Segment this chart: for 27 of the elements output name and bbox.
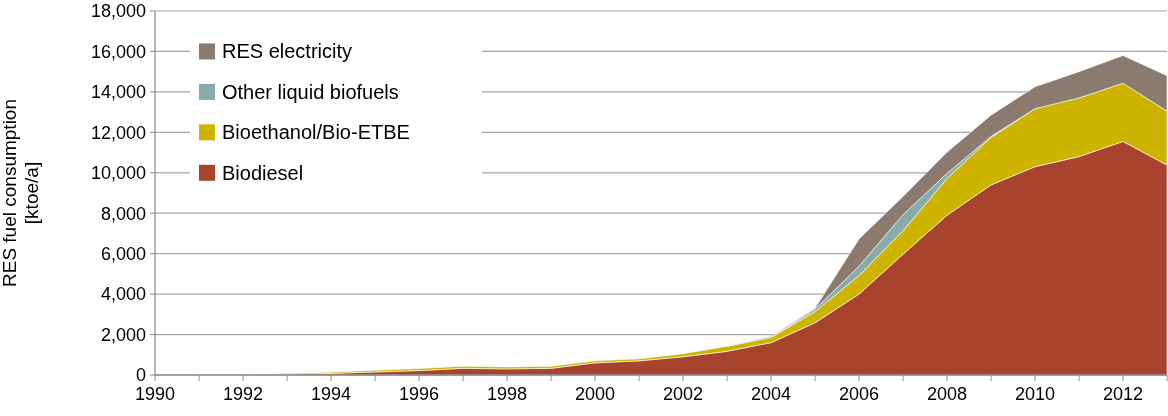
- y-tick-label: 0: [135, 365, 146, 386]
- x-tick-label: 1992: [222, 384, 264, 404]
- y-tick-label: 8,000: [100, 203, 146, 224]
- y-tick-label: 18,000: [90, 1, 146, 22]
- x-tick-label: 2006: [838, 384, 880, 404]
- legend-label: Bioethanol/Bio-ETBE: [222, 121, 410, 144]
- x-tick-label: 1998: [486, 384, 528, 404]
- y-tick-label: 16,000: [90, 41, 146, 62]
- y-tick-label: 14,000: [90, 82, 146, 103]
- x-tick-label: 2002: [662, 384, 704, 404]
- legend-label: Biodiesel: [222, 161, 304, 184]
- x-tick-label: 2004: [750, 384, 792, 404]
- x-tick-label: 2008: [926, 384, 968, 404]
- legend-label: RES electricity: [222, 40, 353, 63]
- y-tick-label: 6,000: [100, 243, 146, 264]
- x-tick-label: 2000: [574, 384, 616, 404]
- x-tick-label: 1994: [310, 384, 352, 404]
- x-tick-label: 2010: [1014, 384, 1056, 404]
- y-tick-label: 12,000: [90, 122, 146, 143]
- x-tick-label: 1996: [398, 384, 440, 404]
- legend-label: Other liquid biofuels: [222, 80, 399, 103]
- y-tick-label: 4,000: [100, 284, 146, 305]
- x-tick-label: 1990: [134, 384, 176, 404]
- y-axis-title: RES fuel consumption [ktoe/a]: [0, 99, 42, 287]
- y-tick-label: 10,000: [90, 163, 146, 184]
- y-tick-label: 2,000: [100, 324, 146, 345]
- x-tick-label: 2012: [1102, 384, 1144, 404]
